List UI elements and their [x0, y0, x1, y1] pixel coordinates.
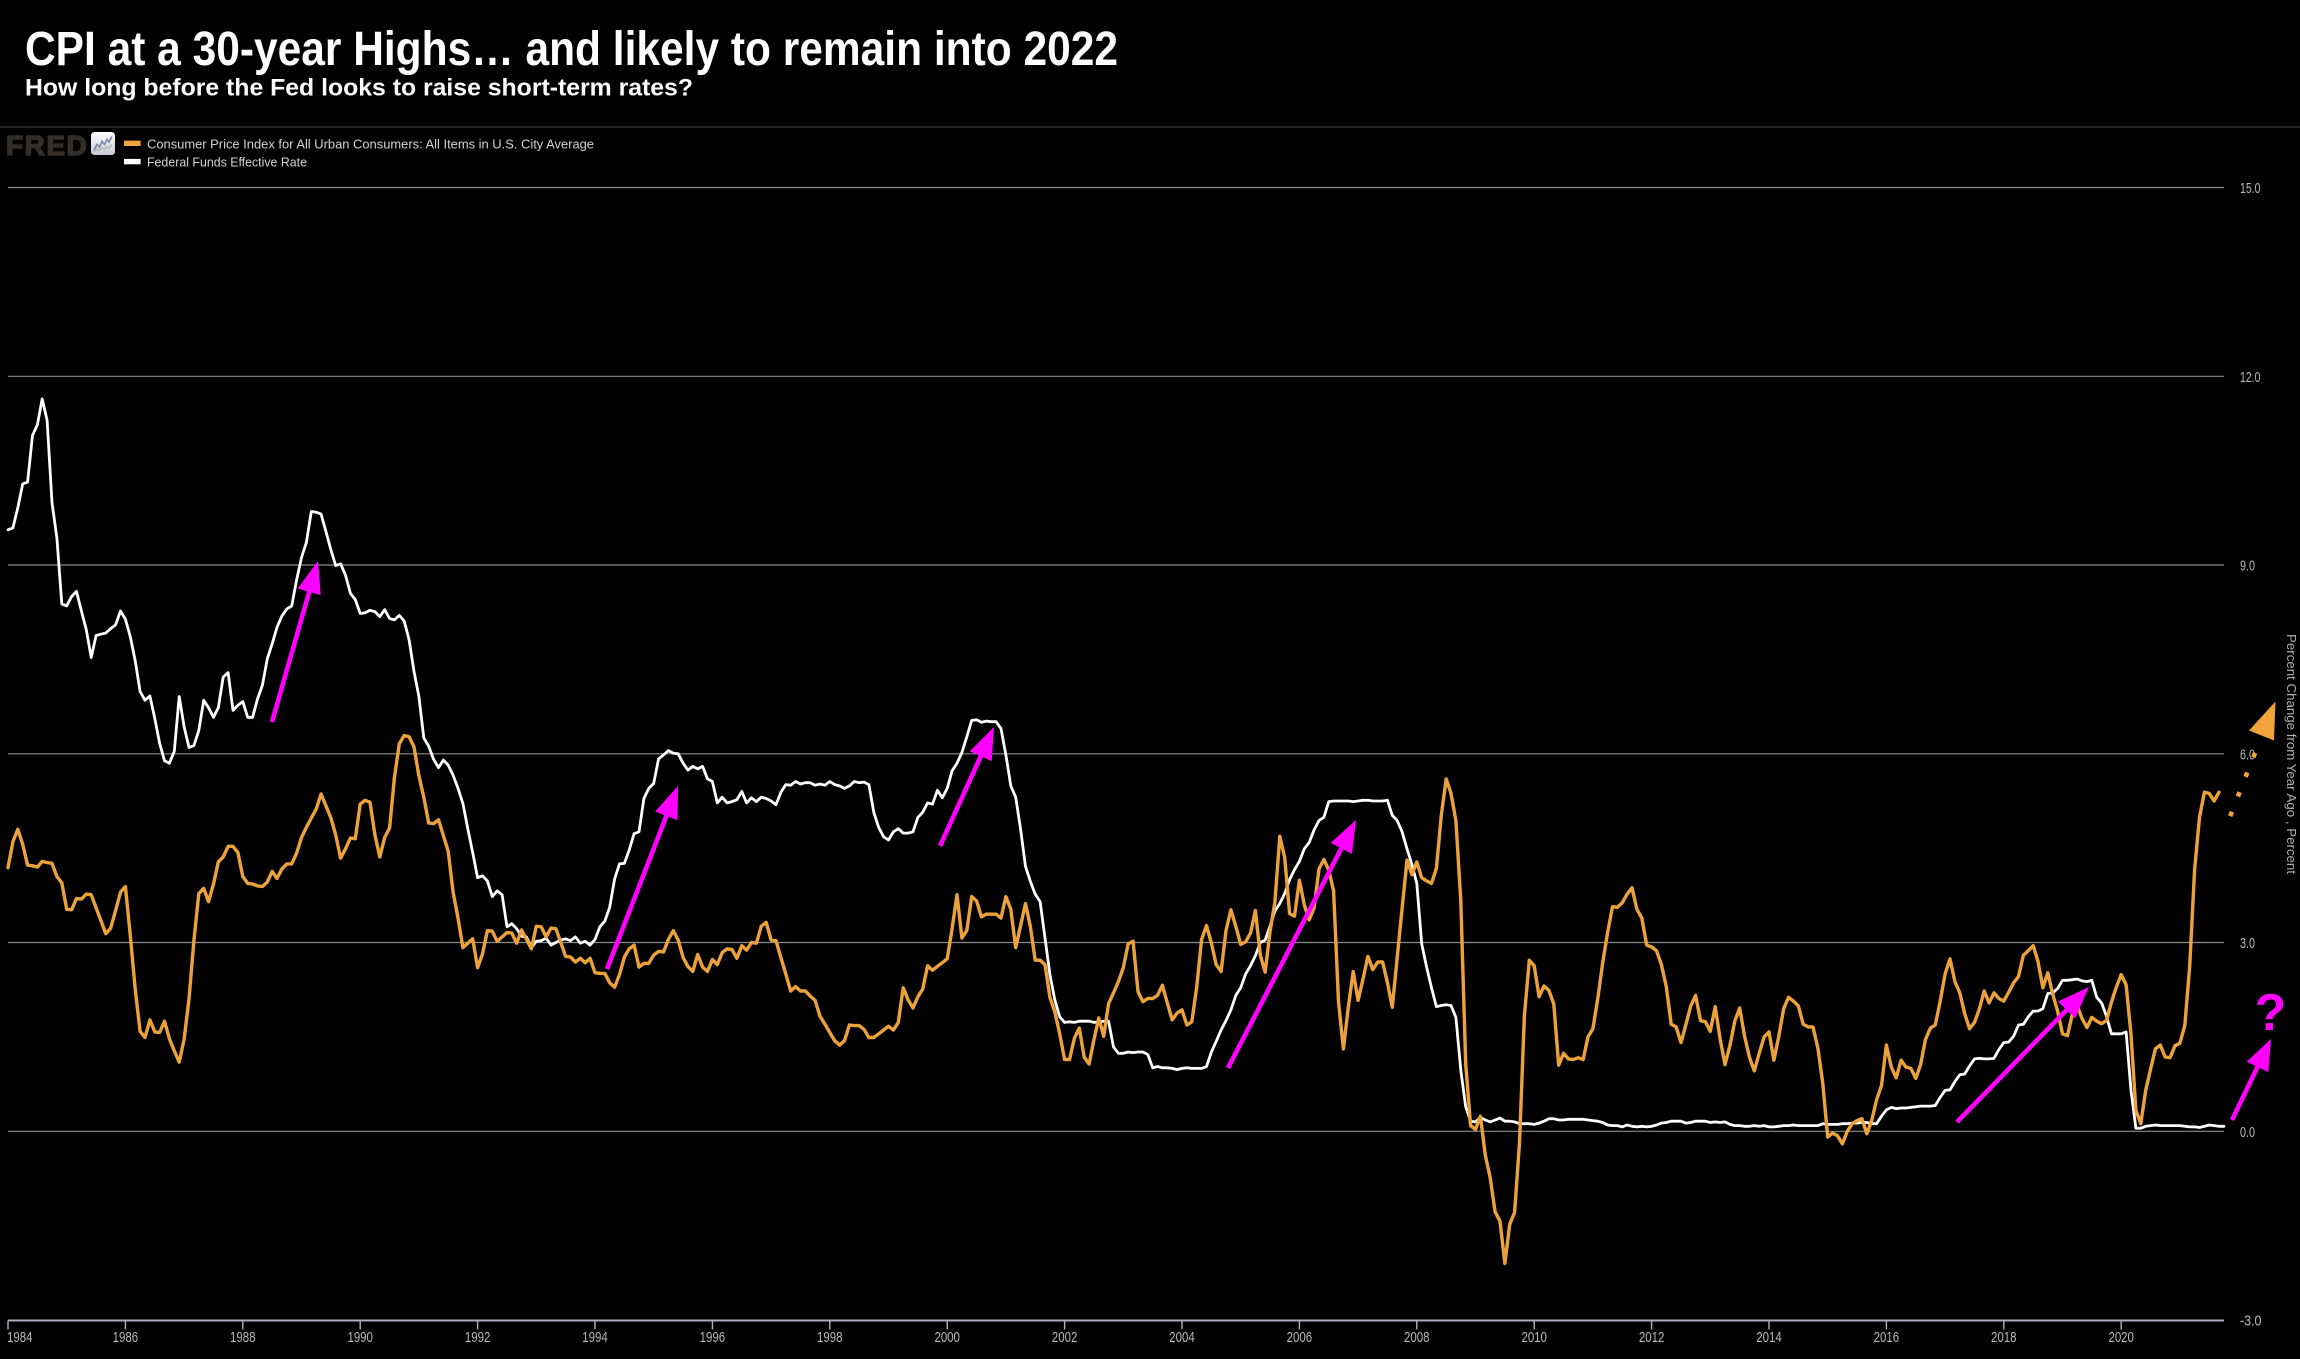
svg-text:Percent Change from Year Ago ,: Percent Change from Year Ago , Percent [2284, 634, 2299, 874]
svg-text:CPI at a 30-year Highs… and li: CPI at a 30-year Highs… and likely to re… [25, 22, 1118, 76]
svg-text:2018: 2018 [1991, 1329, 2017, 1346]
svg-text:1990: 1990 [347, 1329, 373, 1346]
svg-text:FRED: FRED [6, 130, 88, 161]
svg-text:2008: 2008 [1404, 1329, 1430, 1346]
svg-text:Consumer Price Index for All U: Consumer Price Index for All Urban Consu… [147, 137, 594, 152]
svg-text:12.0: 12.0 [2240, 369, 2260, 386]
svg-text:2004: 2004 [1169, 1329, 1195, 1346]
svg-text:6.0: 6.0 [2240, 746, 2255, 763]
svg-text:1994: 1994 [582, 1329, 608, 1346]
svg-text:-3.0: -3.0 [2240, 1313, 2262, 1330]
svg-text:2016: 2016 [1874, 1329, 1900, 1346]
svg-text:9.0: 9.0 [2240, 558, 2255, 575]
svg-text:1998: 1998 [817, 1329, 843, 1346]
svg-text:0.0: 0.0 [2240, 1124, 2255, 1141]
svg-text:2020: 2020 [2108, 1329, 2134, 1346]
svg-text:15.0: 15.0 [2240, 180, 2260, 197]
svg-text:2002: 2002 [1052, 1329, 1078, 1346]
svg-text:Federal Funds Effective Rate: Federal Funds Effective Rate [147, 155, 307, 170]
svg-text:1986: 1986 [113, 1329, 139, 1346]
svg-text:?: ? [2255, 983, 2286, 1041]
svg-text:1996: 1996 [700, 1329, 726, 1346]
svg-text:1992: 1992 [465, 1329, 491, 1346]
svg-text:2012: 2012 [1639, 1329, 1665, 1346]
svg-text:2014: 2014 [1756, 1329, 1782, 1346]
svg-text:2006: 2006 [1287, 1329, 1313, 1346]
svg-text:How long before the Fed looks: How long before the Fed looks to raise s… [25, 75, 693, 102]
svg-text:2000: 2000 [934, 1329, 960, 1346]
svg-text:1984: 1984 [7, 1329, 33, 1346]
svg-text:1988: 1988 [230, 1329, 256, 1346]
svg-text:3.0: 3.0 [2240, 935, 2255, 952]
svg-text:2010: 2010 [1521, 1329, 1547, 1346]
